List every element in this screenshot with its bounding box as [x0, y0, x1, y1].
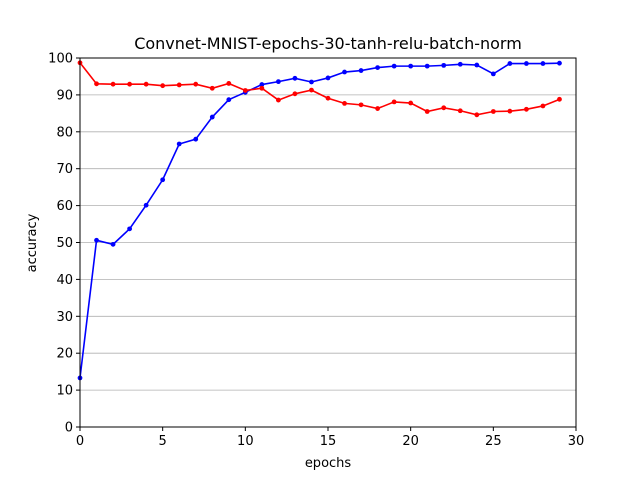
series-group — [77, 60, 562, 381]
data-point — [424, 109, 430, 114]
x-axis-label: epochs — [305, 456, 352, 471]
data-point — [176, 141, 182, 147]
gridlines — [80, 57, 576, 428]
y-tick-label: 40 — [56, 273, 73, 288]
data-point — [242, 88, 248, 93]
data-point — [110, 81, 116, 87]
data-point — [540, 61, 546, 66]
y-axis-ticks: 0 10 20 30 40 50 60 70 80 90 100 — [48, 52, 80, 436]
series-line-1 — [79, 62, 560, 379]
data-point — [524, 106, 529, 112]
data-point — [325, 75, 331, 81]
y-tick-label: 0 — [65, 421, 73, 436]
y-tick-label: 60 — [56, 199, 73, 214]
data-point — [441, 105, 447, 111]
y-tick-label: 70 — [56, 162, 73, 177]
data-point — [408, 100, 414, 106]
data-point — [557, 60, 562, 66]
data-point — [375, 65, 380, 70]
data-point — [490, 109, 496, 114]
y-tick-label: 20 — [56, 347, 73, 362]
data-point — [160, 177, 166, 183]
data-point — [507, 61, 513, 66]
y-axis-label: accuracy — [25, 213, 40, 272]
data-point — [391, 99, 397, 105]
data-point — [424, 63, 430, 69]
data-point — [259, 82, 265, 87]
data-point — [524, 61, 529, 66]
data-point — [342, 100, 347, 106]
data-point — [457, 61, 463, 67]
data-point — [358, 102, 364, 108]
data-point — [193, 81, 199, 87]
series-line-2 — [79, 62, 560, 116]
data-point — [160, 83, 166, 89]
data-point — [226, 81, 232, 86]
x-tick-label: 20 — [402, 434, 419, 449]
data-point — [110, 241, 116, 247]
y-tick-label: 100 — [48, 52, 73, 67]
data-point — [490, 71, 496, 77]
data-point — [176, 82, 182, 88]
x-tick-label: 15 — [320, 434, 337, 449]
x-tick-label: 25 — [485, 434, 502, 449]
data-point — [507, 108, 513, 114]
data-point — [557, 96, 562, 102]
data-point — [375, 106, 380, 111]
data-point — [276, 97, 281, 103]
data-point — [358, 68, 364, 73]
data-point — [226, 97, 232, 103]
data-point — [94, 81, 99, 87]
x-tick-label: 10 — [237, 434, 254, 449]
y-tick-label: 90 — [56, 88, 73, 103]
data-point — [143, 81, 149, 87]
data-point — [309, 87, 314, 93]
data-point — [342, 69, 347, 75]
data-point — [292, 75, 298, 81]
data-point — [127, 81, 132, 87]
data-point — [292, 91, 298, 97]
data-point — [540, 103, 546, 109]
y-tick-label: 30 — [56, 310, 73, 325]
data-point — [94, 237, 99, 243]
data-point — [391, 63, 397, 69]
data-point — [143, 202, 149, 208]
data-point — [193, 136, 199, 142]
chart-title: Convnet-MNIST-epochs-30-tanh-relu-batch-… — [134, 34, 522, 53]
data-point — [474, 112, 480, 118]
data-point — [325, 95, 331, 101]
x-tick-label: 0 — [76, 434, 84, 449]
y-tick-label: 50 — [56, 236, 73, 251]
data-point — [457, 108, 463, 114]
data-point — [259, 85, 265, 91]
data-point — [209, 85, 215, 91]
y-tick-label: 10 — [56, 384, 73, 399]
data-point — [209, 114, 215, 120]
y-tick-label: 80 — [56, 125, 73, 140]
data-point — [127, 226, 132, 232]
x-tick-label: 5 — [159, 434, 167, 449]
data-point — [441, 62, 447, 68]
data-point — [408, 63, 414, 69]
x-axis-ticks: 0 5 10 15 20 25 30 — [76, 427, 584, 449]
x-tick-label: 30 — [568, 434, 585, 449]
data-point — [474, 62, 480, 68]
data-point — [309, 79, 314, 85]
data-point — [276, 79, 281, 85]
